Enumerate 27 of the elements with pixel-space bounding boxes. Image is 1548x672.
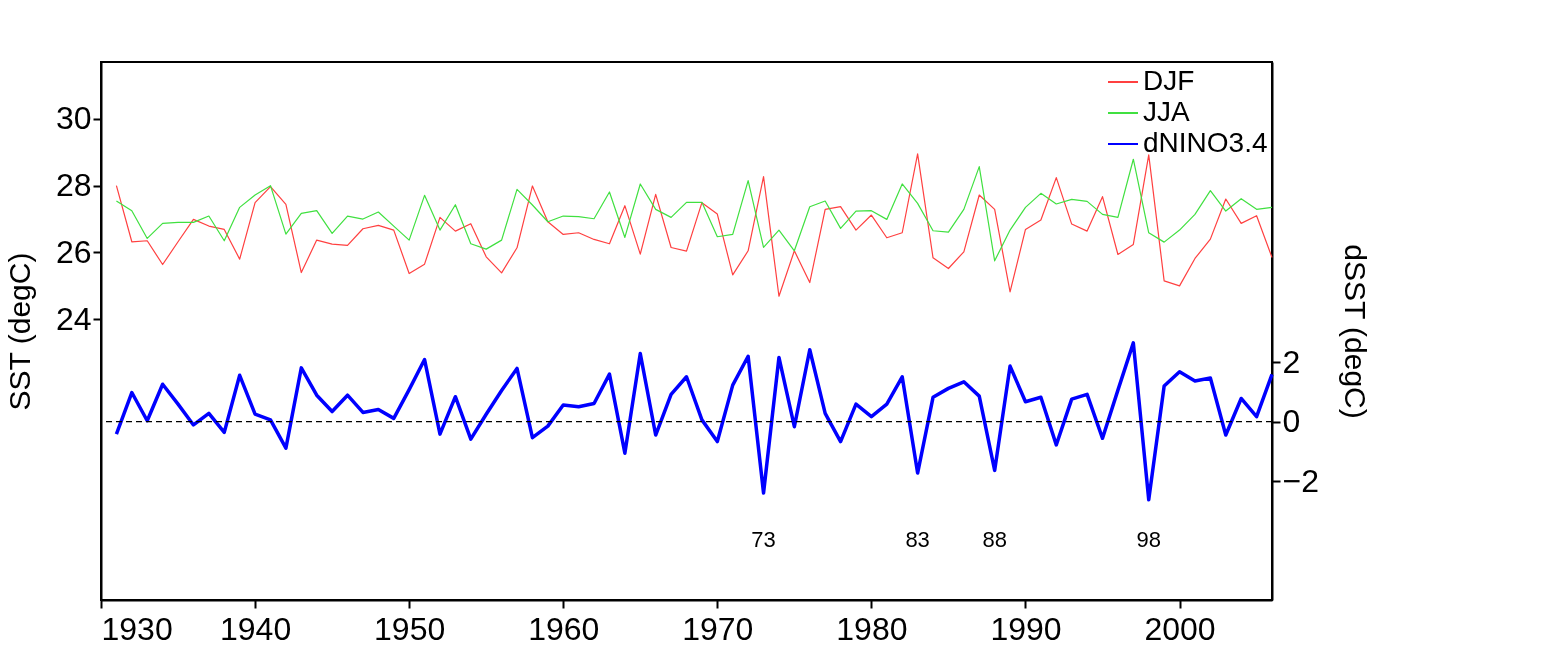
legend-label: dNINO3.4 (1143, 127, 1268, 158)
annotation: 73 (751, 527, 776, 552)
annotation: 98 (1136, 527, 1161, 552)
line-series (114, 341, 1274, 502)
y2-axis-title: dSST (degC) (1338, 244, 1372, 419)
annotation: 88 (982, 527, 1007, 552)
y-tick-label: 26 (55, 233, 92, 270)
x-tick-label: 1950 (374, 610, 446, 647)
x-tick-label: 1990 (990, 610, 1062, 647)
x-tick-label: 1980 (836, 610, 908, 647)
y2-tick-label: 2 (1282, 343, 1301, 380)
x-tick-label: 1940 (219, 610, 292, 647)
y-tick-label: 28 (55, 167, 92, 204)
y2-tick-label: −2 (1282, 462, 1319, 499)
y-tick-label: 24 (55, 300, 92, 337)
x-tick-label: 2000 (1144, 610, 1216, 647)
annotation: 83 (905, 527, 930, 552)
y-axis-title: SST (degC) (2, 252, 36, 411)
line-series (115, 158, 1273, 262)
x-tick-label: 1960 (528, 610, 600, 647)
legend-label: JJA (1143, 96, 1190, 127)
y-tick-label: 30 (55, 100, 92, 137)
line-series (115, 153, 1273, 297)
y2-tick-label: 0 (1282, 403, 1301, 440)
legend-label: DJF (1143, 65, 1195, 96)
x-tick-label: 1930 (101, 610, 173, 647)
x-tick-label: 1970 (682, 610, 754, 647)
